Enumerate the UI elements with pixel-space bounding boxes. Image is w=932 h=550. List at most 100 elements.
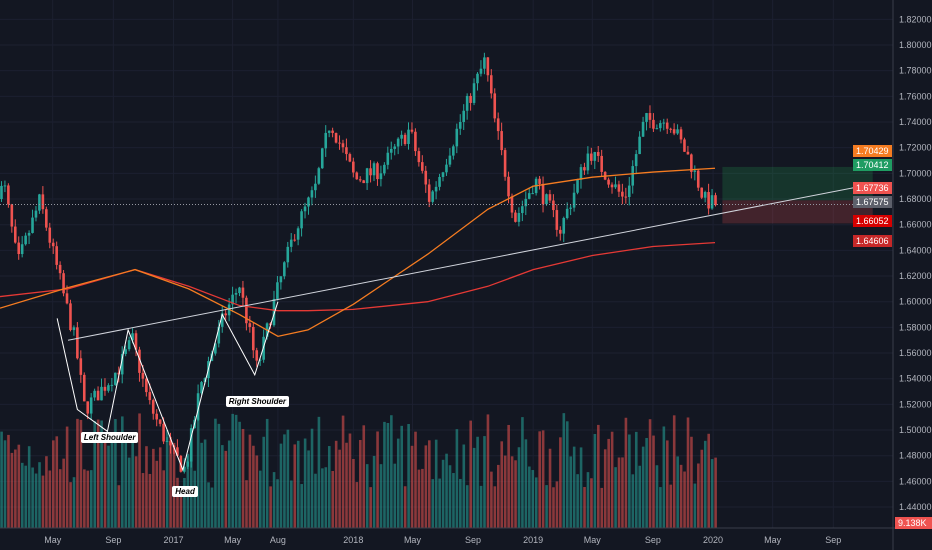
volume-bar	[600, 487, 604, 528]
candle-body	[452, 146, 455, 156]
candle-body	[258, 359, 262, 361]
candle-body	[379, 173, 383, 180]
candle-body	[624, 196, 628, 198]
price-tick-label: 1.64000	[899, 245, 932, 255]
candle-body	[583, 167, 586, 171]
candle-body	[283, 262, 286, 277]
candle-body	[410, 129, 414, 132]
candle-body	[141, 372, 145, 379]
volume-bar	[227, 440, 231, 528]
volume-badge: 9.138K	[895, 517, 932, 529]
volume-bar	[117, 485, 121, 528]
candle-body	[48, 227, 52, 243]
candle-body	[514, 212, 517, 222]
volume-bar	[455, 429, 459, 528]
price-tick-label: 1.60000	[899, 297, 932, 307]
candle-body	[3, 185, 7, 187]
volume-bar	[238, 421, 241, 528]
candle-body	[558, 229, 562, 234]
volume-bar	[100, 420, 103, 528]
candle-body	[638, 136, 641, 155]
volume-bar	[127, 457, 131, 528]
volume-bar	[648, 419, 652, 528]
time-tick-label: May	[44, 535, 62, 545]
candle-body	[151, 400, 155, 414]
volume-bar	[3, 440, 7, 528]
volume-bar	[265, 418, 269, 528]
volume-bar	[534, 477, 538, 528]
candle-body	[314, 183, 317, 191]
candle-body	[324, 132, 328, 149]
candle-body	[669, 128, 672, 130]
volume-bar	[617, 457, 621, 528]
candle-body	[286, 246, 290, 263]
volume-bar	[465, 485, 469, 528]
candle-body	[24, 235, 27, 245]
candle-body	[158, 419, 162, 424]
volume-bar	[631, 474, 635, 528]
candle-body	[241, 287, 245, 298]
candle-body	[13, 226, 17, 243]
candle-body	[220, 313, 224, 327]
volume-bar	[110, 434, 114, 528]
price-tick-label: 1.74000	[899, 117, 932, 127]
loss-zone	[722, 200, 873, 224]
volume-bar	[314, 473, 317, 528]
volume-bar	[38, 462, 41, 528]
volume-bar	[676, 456, 679, 528]
candle-body	[96, 390, 100, 401]
volume-bar	[158, 447, 162, 528]
volume-bar	[293, 444, 297, 528]
candle-body	[27, 232, 31, 236]
candle-body	[472, 83, 476, 103]
profit-zone	[722, 166, 873, 201]
candle-body	[424, 170, 428, 185]
candle-body	[352, 161, 355, 173]
candle-body	[293, 239, 296, 241]
candle-body	[621, 191, 624, 197]
volume-bar	[307, 450, 310, 528]
volume-bar	[255, 455, 259, 528]
volume-bar	[0, 431, 3, 528]
volume-bar	[83, 469, 86, 528]
candle-body	[614, 184, 617, 188]
candle-body	[455, 128, 459, 147]
volume-bar	[134, 456, 138, 528]
candle-body	[38, 194, 41, 211]
candle-body	[369, 168, 372, 176]
candle-body	[331, 130, 334, 133]
volume-bar	[562, 413, 566, 528]
volume-bar	[55, 436, 59, 528]
volume-bar	[10, 452, 14, 528]
volume-bar	[65, 426, 69, 528]
volume-bar	[690, 436, 693, 528]
candle-body	[610, 184, 614, 188]
volume-bar	[483, 436, 486, 528]
volume-bar	[614, 467, 617, 528]
candle-body	[65, 293, 69, 304]
candle-body	[296, 228, 300, 240]
candle-body	[479, 68, 483, 74]
volume-bar	[62, 458, 65, 528]
candle-body	[289, 239, 293, 247]
candle-body	[55, 246, 58, 265]
candle-body	[431, 191, 434, 202]
candle-body	[338, 142, 341, 144]
price-tick-label: 1.58000	[899, 322, 932, 332]
volume-bar	[193, 470, 197, 528]
candle-body	[662, 122, 666, 124]
volume-bar	[434, 439, 438, 528]
candle-body	[427, 184, 431, 202]
volume-bar	[531, 470, 535, 528]
candle-body	[607, 179, 610, 185]
candle-body	[648, 113, 652, 120]
time-tick-label: 2017	[163, 535, 183, 545]
volume-bar	[283, 434, 286, 528]
volume-bar	[176, 477, 179, 528]
volume-bar	[407, 423, 410, 528]
candle-body	[552, 200, 555, 211]
price-badge: 1.67575	[853, 196, 892, 208]
volume-bar	[369, 487, 372, 528]
volume-bar	[245, 480, 248, 528]
